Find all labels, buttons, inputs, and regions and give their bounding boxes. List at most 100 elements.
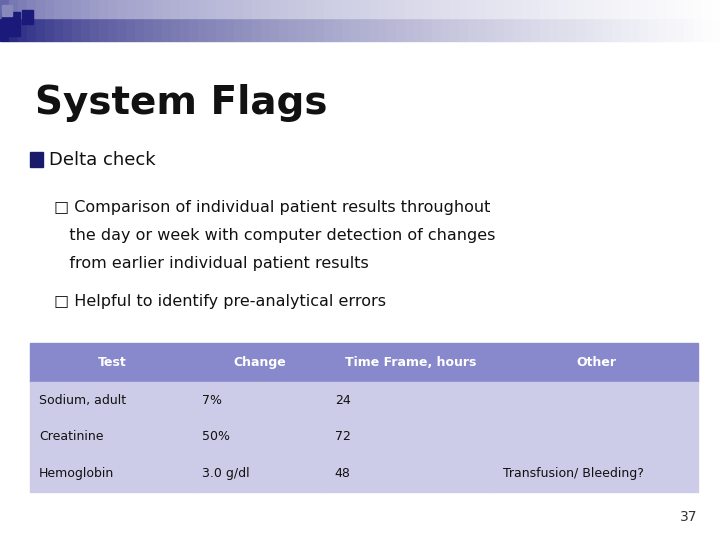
Bar <box>99 0 108 18</box>
Bar <box>702 0 711 18</box>
Bar <box>18 0 27 18</box>
Bar <box>522 0 531 18</box>
Bar <box>54 18 63 40</box>
Bar <box>495 455 698 492</box>
Bar <box>194 343 326 382</box>
Text: 72: 72 <box>335 430 351 443</box>
Bar <box>513 18 522 40</box>
Bar <box>180 0 189 18</box>
Bar <box>117 0 126 18</box>
Bar <box>684 18 693 40</box>
Bar <box>126 18 135 40</box>
Bar <box>252 18 261 40</box>
Bar <box>326 343 495 382</box>
Bar <box>45 18 54 40</box>
Bar <box>326 455 495 492</box>
Bar <box>414 18 423 40</box>
Bar <box>630 18 639 40</box>
Bar <box>585 18 594 40</box>
Text: Creatinine: Creatinine <box>39 430 104 443</box>
Bar <box>342 18 351 40</box>
Bar <box>405 0 414 18</box>
Bar <box>270 0 279 18</box>
Bar <box>243 0 252 18</box>
Bar <box>612 0 621 18</box>
Text: □ Helpful to identify pre-analytical errors: □ Helpful to identify pre-analytical err… <box>54 294 386 309</box>
Bar <box>621 18 630 40</box>
Bar <box>549 0 558 18</box>
Bar <box>279 0 288 18</box>
Bar <box>648 0 657 18</box>
Bar <box>153 0 162 18</box>
Bar <box>207 0 216 18</box>
Text: Change: Change <box>233 356 286 369</box>
Bar <box>216 0 225 18</box>
Bar <box>81 0 90 18</box>
Bar <box>135 0 144 18</box>
Bar <box>531 0 540 18</box>
Bar <box>702 18 711 40</box>
Text: 24: 24 <box>335 394 351 407</box>
Bar <box>396 18 405 40</box>
Text: Other: Other <box>577 356 616 369</box>
Bar <box>30 152 43 167</box>
Bar <box>297 0 306 18</box>
Bar <box>558 0 567 18</box>
Bar <box>666 0 675 18</box>
Text: Sodium, adult: Sodium, adult <box>39 394 126 407</box>
Bar <box>495 343 698 382</box>
Bar <box>594 0 603 18</box>
Bar <box>513 0 522 18</box>
Bar <box>540 18 549 40</box>
Text: from earlier individual patient results: from earlier individual patient results <box>54 256 369 271</box>
Bar <box>459 0 468 18</box>
Bar <box>495 382 698 418</box>
Text: 50%: 50% <box>202 430 230 443</box>
Text: System Flags: System Flags <box>35 84 327 122</box>
Bar <box>576 18 585 40</box>
Bar <box>630 0 639 18</box>
Bar <box>90 18 99 40</box>
Bar <box>711 18 720 40</box>
Bar <box>288 18 297 40</box>
Bar <box>414 0 423 18</box>
Bar <box>567 0 576 18</box>
Bar <box>2 5 12 16</box>
Bar <box>36 18 45 40</box>
Bar <box>72 18 81 40</box>
Bar <box>63 18 72 40</box>
Bar <box>369 18 378 40</box>
Bar <box>360 0 369 18</box>
Bar <box>198 18 207 40</box>
Bar <box>639 18 648 40</box>
Bar <box>144 18 153 40</box>
Bar <box>387 0 396 18</box>
Bar <box>531 18 540 40</box>
Bar <box>540 0 549 18</box>
Bar <box>504 18 513 40</box>
Text: Transfusion/ Bleeding?: Transfusion/ Bleeding? <box>503 467 644 480</box>
Bar <box>252 0 261 18</box>
Bar <box>306 0 315 18</box>
Bar <box>693 18 702 40</box>
Bar <box>108 0 117 18</box>
Bar <box>117 18 126 40</box>
Bar <box>90 0 99 18</box>
Bar <box>108 18 117 40</box>
Bar <box>288 0 297 18</box>
Bar <box>360 18 369 40</box>
Bar <box>324 0 333 18</box>
Bar <box>621 0 630 18</box>
Bar <box>468 18 477 40</box>
Bar <box>30 382 194 418</box>
Bar <box>378 0 387 18</box>
Bar <box>30 455 194 492</box>
Bar <box>72 0 81 18</box>
Bar <box>81 18 90 40</box>
Bar <box>324 18 333 40</box>
Bar <box>194 418 326 455</box>
Bar <box>297 18 306 40</box>
Bar <box>441 0 450 18</box>
Bar <box>423 0 432 18</box>
Bar <box>657 18 666 40</box>
